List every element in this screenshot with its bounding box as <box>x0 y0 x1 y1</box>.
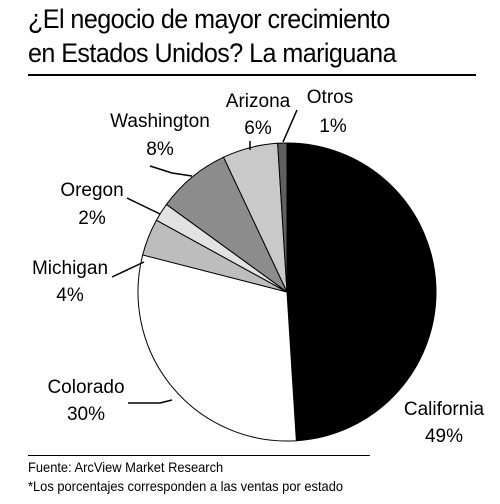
source-text: Fuente: ArcView Market Research <box>28 459 224 475</box>
slice-otros <box>277 142 288 293</box>
title-line-1: ¿El negocio de mayor crecimiento <box>28 4 390 34</box>
label-value-washington: 8% <box>146 139 174 160</box>
label-name-otros: Otros <box>307 87 353 108</box>
chart-title: ¿El negocio de mayor crecimiento en Esta… <box>28 2 456 70</box>
label-name-washington: Washington <box>110 111 210 132</box>
leader-otros <box>282 109 298 143</box>
label-name-california: California <box>404 399 485 420</box>
leader-washington <box>149 165 193 177</box>
leader-oregon <box>126 197 161 215</box>
label-value-arizona: 6% <box>244 118 272 139</box>
pie-slices <box>137 142 437 442</box>
title-underline <box>28 74 476 76</box>
title-line-2: en Estados Unidos? La mariguana <box>28 38 397 68</box>
footnote-text: *Los porcentajes corresponden a las vent… <box>28 478 344 494</box>
slice-colorado <box>137 254 297 442</box>
label-value-michigan: 4% <box>56 285 84 306</box>
label-name-michigan: Michigan <box>32 258 108 279</box>
leader-colorado <box>128 399 173 404</box>
leader-michigan <box>111 261 145 278</box>
label-name-oregon: Oregon <box>60 180 123 201</box>
label-value-colorado: 30% <box>67 404 105 425</box>
footer-divider <box>28 455 370 456</box>
label-name-arizona: Arizona <box>226 91 291 112</box>
slice-california <box>286 142 437 442</box>
label-value-otros: 1% <box>319 116 347 137</box>
label-name-colorado: Colorado <box>47 377 124 398</box>
label-value-oregon: 2% <box>78 208 106 229</box>
leader-lines <box>111 109 298 404</box>
label-value-california: 49% <box>425 426 463 447</box>
slice-labels: California 49% Colorado 30% Michigan 4% Oregon… <box>32 87 485 447</box>
